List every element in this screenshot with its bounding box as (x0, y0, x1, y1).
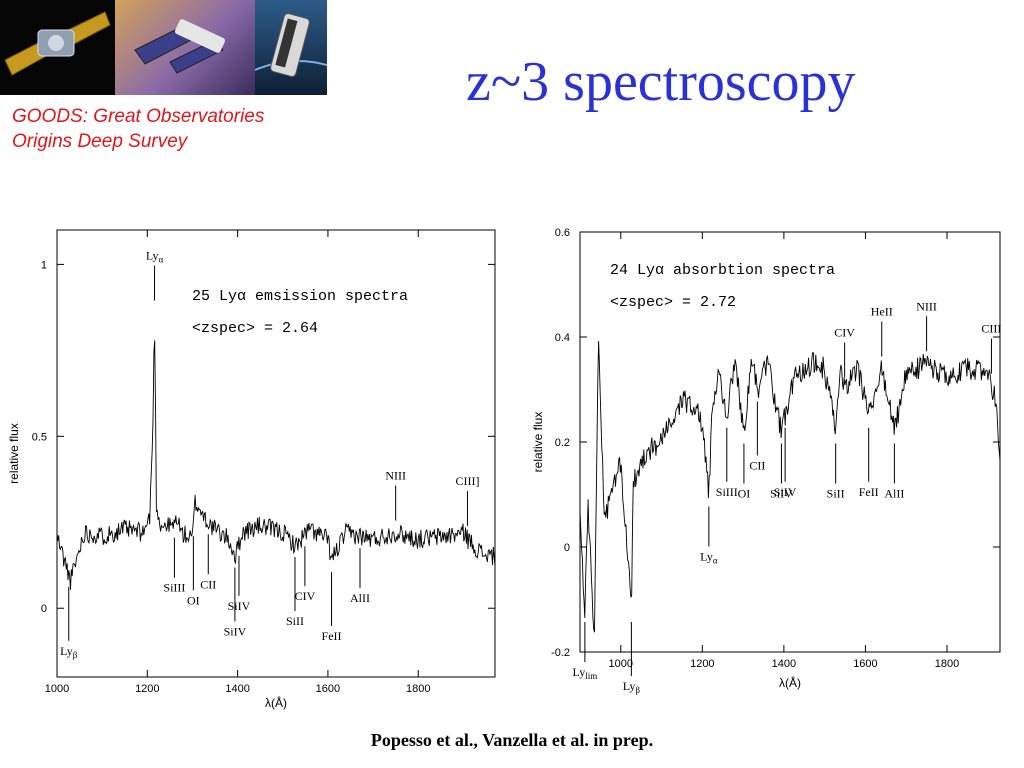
x-tick-label: 1600 (853, 658, 877, 670)
x-tick-label: 1800 (406, 683, 430, 695)
line-marker-alii-label: AlII (884, 487, 904, 501)
x-tick-label: 1000 (609, 658, 633, 670)
line-marker-heii-label: HeII (871, 305, 893, 319)
line-marker-siii-label: SiII (286, 614, 304, 628)
chart-subtitle: <zspec> = 2.64 (192, 320, 318, 337)
y-axis-label: relative flux (7, 423, 21, 484)
line-marker-niii-label: NIII (916, 299, 937, 313)
line-marker-oi-label: OI (738, 487, 751, 501)
credit-text: Popesso et al., Vanzella et al. in prep. (370, 730, 654, 750)
x-tick-label: 1200 (690, 658, 714, 670)
line-marker-niii-label: NIII (385, 469, 406, 483)
line-marker-feii-label: FeII (859, 485, 879, 499)
line-marker-siiv-label: SiIV (774, 485, 797, 499)
line-marker-ly-label: Lyα (700, 550, 718, 566)
spacecraft-image-3 (255, 0, 327, 95)
plot-frame (56, 229, 496, 678)
line-marker-ciii-label: CIII] (455, 474, 479, 488)
chart-title: 25 Lyα emsission spectra (192, 288, 408, 305)
line-marker-civ-label: CIV (295, 589, 316, 603)
spectrum-line (579, 340, 1001, 633)
spacecraft-image-2 (115, 0, 255, 95)
y-tick-label: 0.6 (555, 227, 570, 239)
x-tick-label: 1400 (225, 683, 249, 695)
y-tick-label: 0 (564, 542, 570, 554)
spacecraft-image-1 (0, 0, 115, 95)
y-tick-label: 1 (41, 259, 47, 271)
line-marker-siii-label: SiII (827, 487, 845, 501)
y-tick-label: 0.4 (555, 332, 570, 344)
y-tick-label: 0 (41, 603, 47, 615)
y-axis-label: relative flux (531, 412, 545, 473)
goods-line-2: Origins Deep Survey (12, 131, 188, 152)
x-axis-label: λ(Å) (779, 675, 801, 690)
absorption-spectrum-chart: 1000 1200 1400 1600 1800 -0.2 0 0.2 0.4 0.6 λ(Å) re… (531, 227, 1001, 695)
x-tick-label: 1800 (935, 658, 959, 670)
line-marker-lylim-label: Lylim (573, 665, 598, 681)
x-tick-label: 1600 (316, 683, 340, 695)
line-marker-alii-label: AlII (350, 591, 370, 605)
line-marker-siiii-label: SiIII (163, 581, 185, 595)
y-tick-label: -0.2 (551, 647, 570, 659)
line-marker-siiv-label: SiIV (228, 599, 251, 613)
chart-title: 24 Lyα absorbtion spectra (610, 262, 835, 279)
line-marker-cii-label: CII (200, 577, 216, 591)
x-axis-label: λ(Å) (265, 695, 287, 710)
y-tick-label: 0.2 (555, 437, 570, 449)
line-marker-ciii-label: CIII (981, 322, 1001, 336)
line-marker-siiii-label: SiIII (716, 485, 738, 499)
line-marker-feii-label: FeII (322, 629, 342, 643)
emission-spectrum-chart: 1000 1200 1400 1600 1800 0 0.5 1 λ(Å) relative fl… (7, 229, 496, 710)
line-marker-civ-label: CIV (834, 326, 855, 340)
line-marker-ly-label: Lyα (146, 249, 164, 265)
x-tick-label: 1000 (45, 683, 69, 695)
spectrum-line (56, 340, 496, 590)
goods-line-1: GOODS: Great Observatories (12, 106, 265, 127)
line-marker-cii-label: CII (749, 459, 765, 473)
chart-subtitle: <zspec> = 2.72 (610, 294, 736, 311)
slide-title: z~3 spectroscopy (466, 51, 856, 113)
x-tick-label: 1200 (135, 683, 159, 695)
x-tick-label: 1400 (772, 658, 796, 670)
line-marker-ly-label: Lyβ (623, 679, 641, 695)
y-tick-label: 0.5 (32, 431, 47, 443)
line-marker-ly-label: Lyβ (60, 644, 78, 660)
line-marker-oi-label: OI (187, 593, 200, 607)
goods-caption: GOODS: Great Observatories Origins Deep … (12, 104, 264, 154)
line-marker-siiv-label: SiIV (224, 625, 247, 639)
line-marker-siiv-label: SiIV (770, 487, 793, 501)
